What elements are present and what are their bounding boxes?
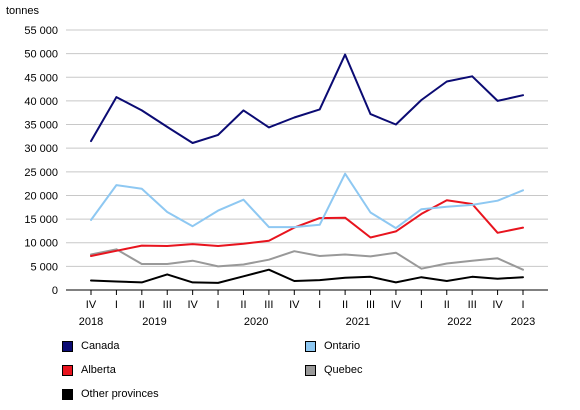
year-label: 2022 <box>447 316 471 328</box>
legend-label: Canada <box>81 340 120 352</box>
year-label: 2021 <box>346 316 370 328</box>
series-line-canada <box>90 53 524 144</box>
series-line-alberta <box>90 199 524 257</box>
x-tick-label: II <box>139 299 145 311</box>
x-tick-label: II <box>342 299 348 311</box>
y-tick-label: 50 000 <box>24 49 58 61</box>
x-tick-label: III <box>366 299 375 311</box>
year-label: 2020 <box>244 316 268 328</box>
y-tick-label: 10 000 <box>24 238 58 250</box>
legend-item: Ontario <box>305 340 360 352</box>
y-tick-label: 40 000 <box>24 96 58 108</box>
x-tick-label: I <box>521 299 524 311</box>
year-label: 2019 <box>142 316 166 328</box>
y-tick-label: 35 000 <box>24 120 58 132</box>
x-tick-label: IV <box>391 299 402 311</box>
legend: Canada Ontario Alberta Quebec Other province… <box>0 336 580 410</box>
x-tick-label: I <box>318 299 321 311</box>
legend-label: Other provinces <box>81 388 159 400</box>
y-tick-label: 55 000 <box>24 25 58 37</box>
legend-item: Canada <box>62 340 120 352</box>
x-tick-label: I <box>217 299 220 311</box>
x-tick-label: II <box>240 299 246 311</box>
x-tick-label: II <box>444 299 450 311</box>
y-tick-label: 45 000 <box>24 72 58 84</box>
x-tick-label: III <box>163 299 172 311</box>
x-tick-label: IV <box>289 299 300 311</box>
x-tick-label: III <box>264 299 273 311</box>
legend-label: Alberta <box>81 364 116 376</box>
legend-swatch <box>62 364 73 376</box>
series-line-other-provinces <box>90 268 524 284</box>
series-line-ontario <box>90 172 524 230</box>
x-tick-label: IV <box>86 299 97 311</box>
legend-swatch <box>305 340 316 352</box>
x-tick-label: IV <box>187 299 198 311</box>
legend-label: Ontario <box>324 340 361 352</box>
legend-swatch <box>62 340 73 352</box>
legend-item: Other provinces <box>62 388 159 400</box>
x-tick-label: I <box>420 299 423 311</box>
legend-label: Quebec <box>324 364 363 376</box>
y-tick-label: 20 000 <box>24 190 58 202</box>
year-label: 2023 <box>511 316 535 328</box>
x-tick-label: IV <box>492 299 503 311</box>
y-axis-label: tonnes <box>6 5 40 17</box>
x-tick-label: III <box>468 299 477 311</box>
legend-item: Quebec <box>305 364 363 376</box>
y-tick-label: 5 000 <box>30 261 58 273</box>
x-tick-label: I <box>115 299 118 311</box>
y-tick-label: 30 000 <box>24 143 58 155</box>
y-tick-label: 25 000 <box>24 167 58 179</box>
series-line-quebec <box>90 248 524 271</box>
line-chart: tonnes 0 5 000 10 000 15 000 20 000 25 000 30 … <box>6 5 548 328</box>
year-label: 2018 <box>79 316 103 328</box>
legend-item: Alberta <box>62 364 116 376</box>
y-tick-label: 0 <box>52 285 58 297</box>
y-tick-label: 15 000 <box>24 214 58 226</box>
legend-swatch <box>305 364 316 376</box>
legend-swatch <box>62 388 73 400</box>
